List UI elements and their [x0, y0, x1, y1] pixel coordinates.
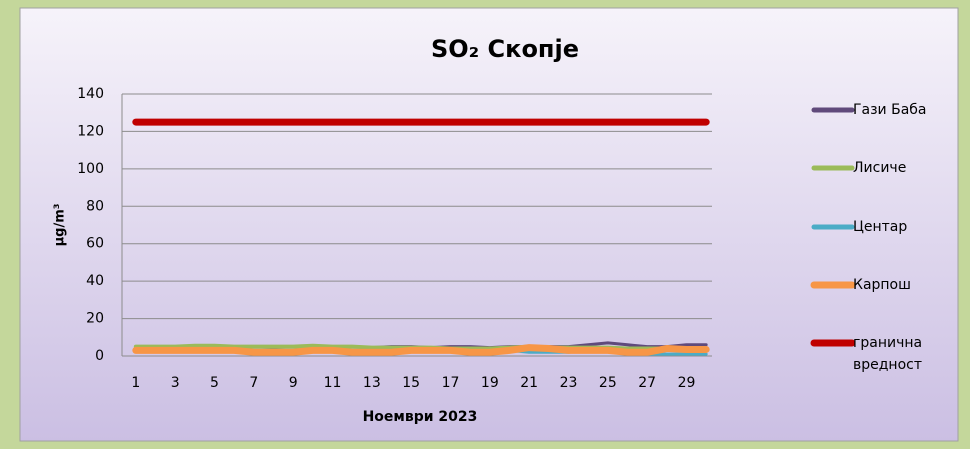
y-axis-title: μg/m³	[53, 204, 68, 247]
legend-label: Карпош	[853, 277, 911, 293]
x-tick-label: 5	[210, 375, 219, 391]
x-tick-label: 13	[363, 375, 381, 391]
chart-title: SO₂ Скопје	[431, 35, 579, 63]
legend-label: Лисиче	[853, 160, 907, 176]
x-tick-label: 21	[520, 375, 538, 391]
x-tick-label: 15	[402, 375, 420, 391]
y-tick-label: 100	[77, 161, 104, 177]
x-tick-label: 11	[324, 375, 342, 391]
x-tick-label: 17	[442, 375, 460, 391]
x-tick-label: 19	[481, 375, 499, 391]
legend-label: Гази Баба	[853, 102, 927, 118]
x-tick-label: 7	[249, 375, 258, 391]
x-tick-label: 27	[638, 375, 656, 391]
y-tick-label: 0	[95, 348, 104, 364]
x-tick-label: 3	[171, 375, 180, 391]
plot-panel	[19, 7, 959, 442]
y-tick-label: 80	[86, 198, 104, 214]
x-tick-label: 29	[678, 375, 696, 391]
x-tick-label: 9	[289, 375, 298, 391]
y-tick-label: 20	[86, 311, 104, 327]
y-tick-label: 120	[77, 123, 104, 139]
legend-label: Центар	[853, 219, 908, 235]
x-axis-title: Ноември 2023	[363, 409, 478, 425]
x-tick-label: 25	[599, 375, 617, 391]
x-tick-label: 1	[131, 375, 140, 391]
y-tick-label: 40	[86, 273, 104, 289]
series-line	[132, 344, 710, 356]
y-tick-label: 140	[77, 86, 104, 102]
x-tick-label: 23	[560, 375, 578, 391]
y-tick-label: 60	[86, 236, 104, 252]
legend-label: гранична вредност	[853, 335, 923, 373]
